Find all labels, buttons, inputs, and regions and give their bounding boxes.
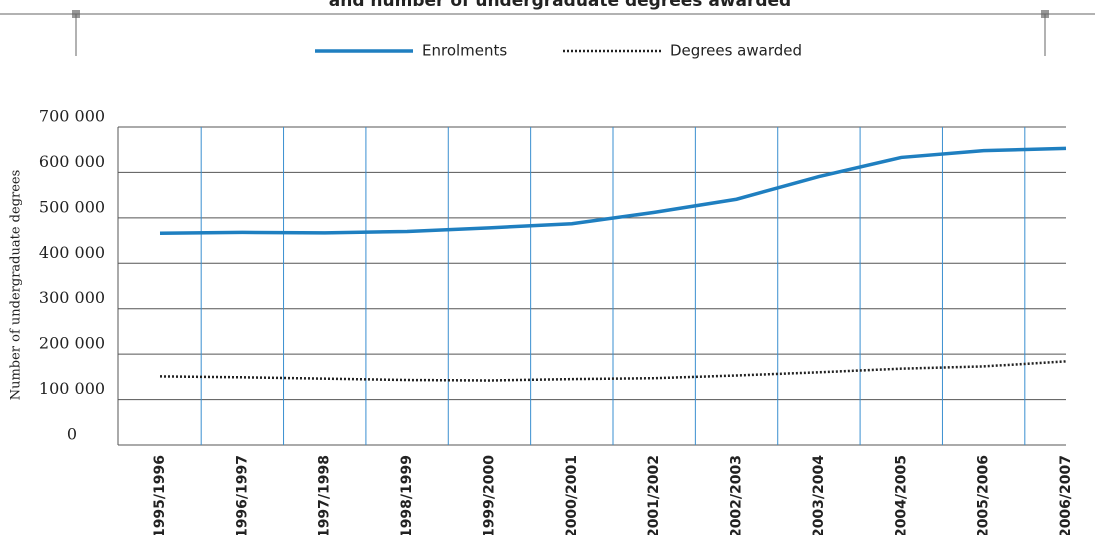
y-tick-label: 500 000 bbox=[39, 197, 105, 216]
y-axis-label: Number of undergraduate degrees bbox=[9, 170, 24, 401]
y-tick-label: 700 000 bbox=[39, 107, 105, 126]
legend-label: Enrolments bbox=[422, 42, 507, 60]
y-tick-label: 100 000 bbox=[39, 379, 105, 398]
x-tick-label: 2000/2001 bbox=[564, 455, 580, 535]
x-tick-label: 1995/1996 bbox=[152, 455, 168, 535]
x-tick-label: 1999/2000 bbox=[481, 455, 497, 535]
x-tick-label: 1998/1999 bbox=[399, 455, 415, 535]
y-tick-label: 600 000 bbox=[39, 152, 105, 171]
x-tick-label: 2006/2007 bbox=[1058, 455, 1074, 535]
legend-label: Degrees awarded bbox=[670, 42, 802, 60]
series-line bbox=[159, 360, 1067, 382]
y-tick-label: 400 000 bbox=[39, 243, 105, 262]
chart-title: and number of undergraduate degrees awar… bbox=[329, 0, 791, 11]
x-tick-label: 2005/2006 bbox=[976, 455, 992, 535]
x-tick-label: 2001/2002 bbox=[646, 455, 662, 535]
y-tick-label: 300 000 bbox=[39, 288, 105, 307]
x-tick-label: 1996/1997 bbox=[234, 455, 250, 535]
y-tick-label: 200 000 bbox=[39, 334, 105, 353]
x-tick-label: 2003/2004 bbox=[811, 455, 827, 535]
y-tick-label: 0 bbox=[67, 425, 77, 444]
series-line bbox=[159, 146, 1067, 236]
x-tick-label: 1997/1998 bbox=[317, 455, 333, 535]
x-tick-label: 2004/2005 bbox=[893, 455, 909, 535]
x-tick-label: 2002/2003 bbox=[729, 455, 745, 535]
